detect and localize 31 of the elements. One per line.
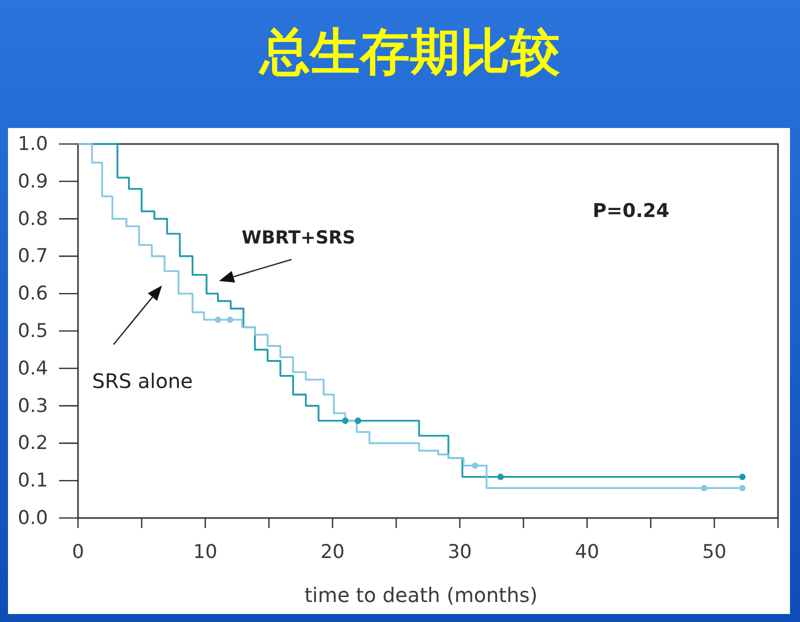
point — [472, 462, 478, 469]
ytick-label: 0.1 — [18, 470, 48, 492]
ytick-label: 0.8 — [18, 208, 48, 230]
annotation: WBRT+SRS — [242, 228, 356, 248]
ytick-label: 0.5 — [18, 320, 48, 342]
xtick-label: 0 — [72, 541, 84, 563]
xtick-label: 50 — [702, 541, 726, 563]
ytick-label: 0.2 — [18, 432, 48, 454]
xtick-label: 40 — [575, 541, 600, 563]
xlabel: time to death (months) — [304, 583, 538, 607]
annotation: SRS alone — [92, 369, 193, 393]
point — [342, 418, 348, 424]
title: 总生存期比较 — [260, 24, 560, 80]
ytick-label: 1.0 — [18, 133, 48, 155]
xtick-label: 10 — [193, 541, 218, 563]
ytick-label: 0.7 — [18, 245, 48, 268]
point — [214, 316, 222, 323]
ytick-label: 0.6 — [18, 282, 48, 305]
ytick-label: 0.0 — [18, 507, 48, 529]
point — [354, 418, 362, 424]
point — [739, 474, 746, 480]
point — [739, 484, 746, 492]
point — [497, 474, 504, 480]
ytick-label: 0.9 — [18, 170, 48, 192]
ytick-label: 0.4 — [18, 357, 48, 380]
xtick-label: 30 — [448, 541, 472, 563]
annotation: P=0.24 — [592, 200, 670, 222]
ytick-label: 0.3 — [18, 394, 48, 417]
point — [700, 484, 708, 492]
xtick-label: 20 — [320, 541, 345, 563]
point — [226, 316, 234, 323]
